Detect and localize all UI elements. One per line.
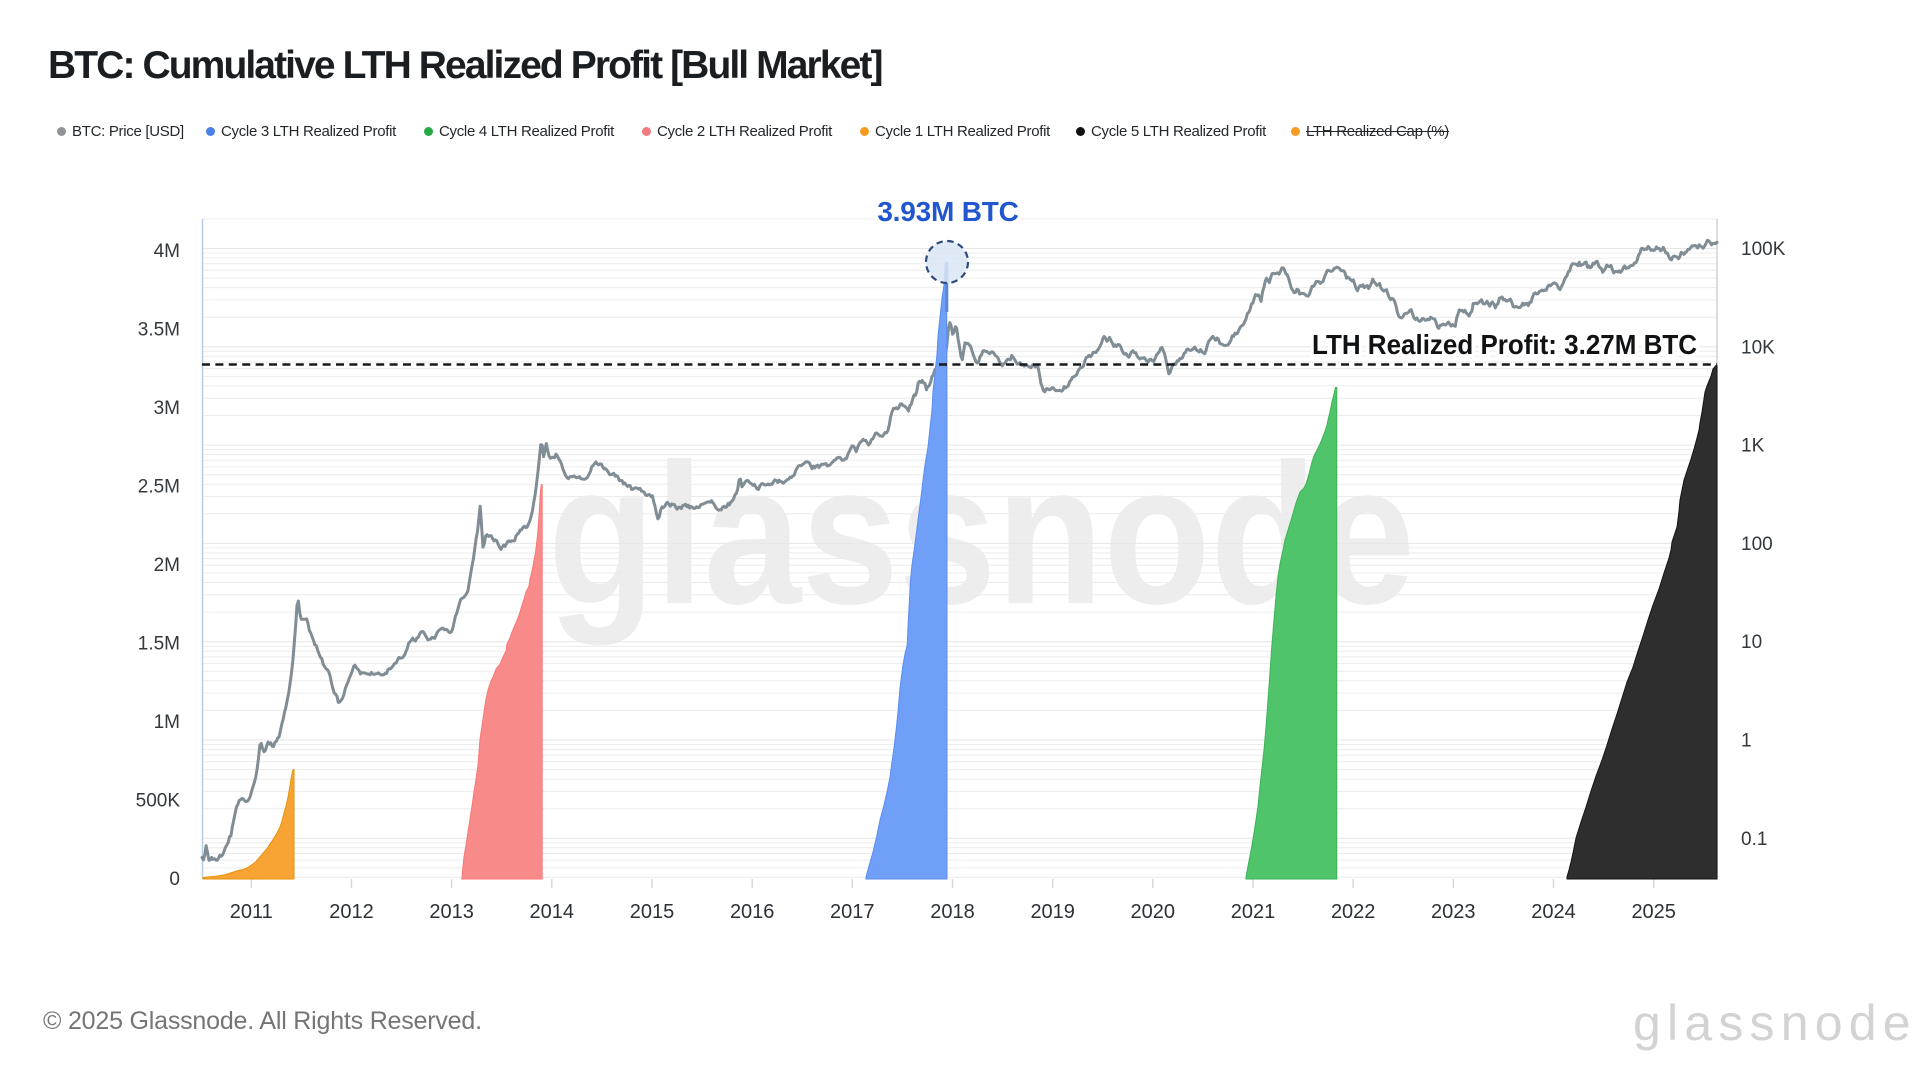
svg-text:3.93M BTC: 3.93M BTC — [877, 196, 1018, 227]
svg-text:LTH Realized Profit: 3.27M BTC: LTH Realized Profit: 3.27M BTC — [1312, 329, 1697, 360]
svg-text:1M: 1M — [154, 712, 180, 733]
svg-text:10: 10 — [1741, 632, 1762, 653]
svg-text:2024: 2024 — [1531, 901, 1576, 923]
svg-text:1: 1 — [1741, 731, 1752, 752]
svg-text:2012: 2012 — [329, 901, 374, 923]
svg-text:0.1: 0.1 — [1741, 829, 1767, 850]
svg-text:2014: 2014 — [530, 901, 575, 923]
svg-text:2011: 2011 — [230, 901, 273, 923]
svg-text:2015: 2015 — [630, 901, 675, 923]
svg-text:0: 0 — [169, 869, 180, 890]
svg-text:2M: 2M — [154, 555, 180, 576]
svg-text:2018: 2018 — [930, 901, 975, 923]
svg-text:100: 100 — [1741, 534, 1773, 555]
svg-text:2023: 2023 — [1431, 901, 1476, 923]
svg-text:3.5M: 3.5M — [138, 319, 180, 340]
svg-text:1K: 1K — [1741, 436, 1765, 457]
svg-text:2020: 2020 — [1131, 901, 1176, 923]
svg-text:2013: 2013 — [429, 901, 474, 923]
svg-text:500K: 500K — [136, 791, 181, 812]
svg-text:100K: 100K — [1741, 239, 1786, 260]
svg-text:4M: 4M — [154, 241, 180, 262]
svg-text:2016: 2016 — [730, 901, 775, 923]
svg-text:2021: 2021 — [1231, 901, 1276, 923]
svg-text:3M: 3M — [154, 398, 180, 419]
svg-text:10K: 10K — [1741, 337, 1775, 358]
svg-text:2017: 2017 — [830, 901, 875, 923]
svg-text:2019: 2019 — [1030, 901, 1075, 923]
svg-text:2022: 2022 — [1331, 901, 1376, 923]
svg-text:2.5M: 2.5M — [138, 476, 180, 497]
svg-text:1.5M: 1.5M — [138, 634, 180, 655]
svg-text:2025: 2025 — [1631, 901, 1676, 923]
